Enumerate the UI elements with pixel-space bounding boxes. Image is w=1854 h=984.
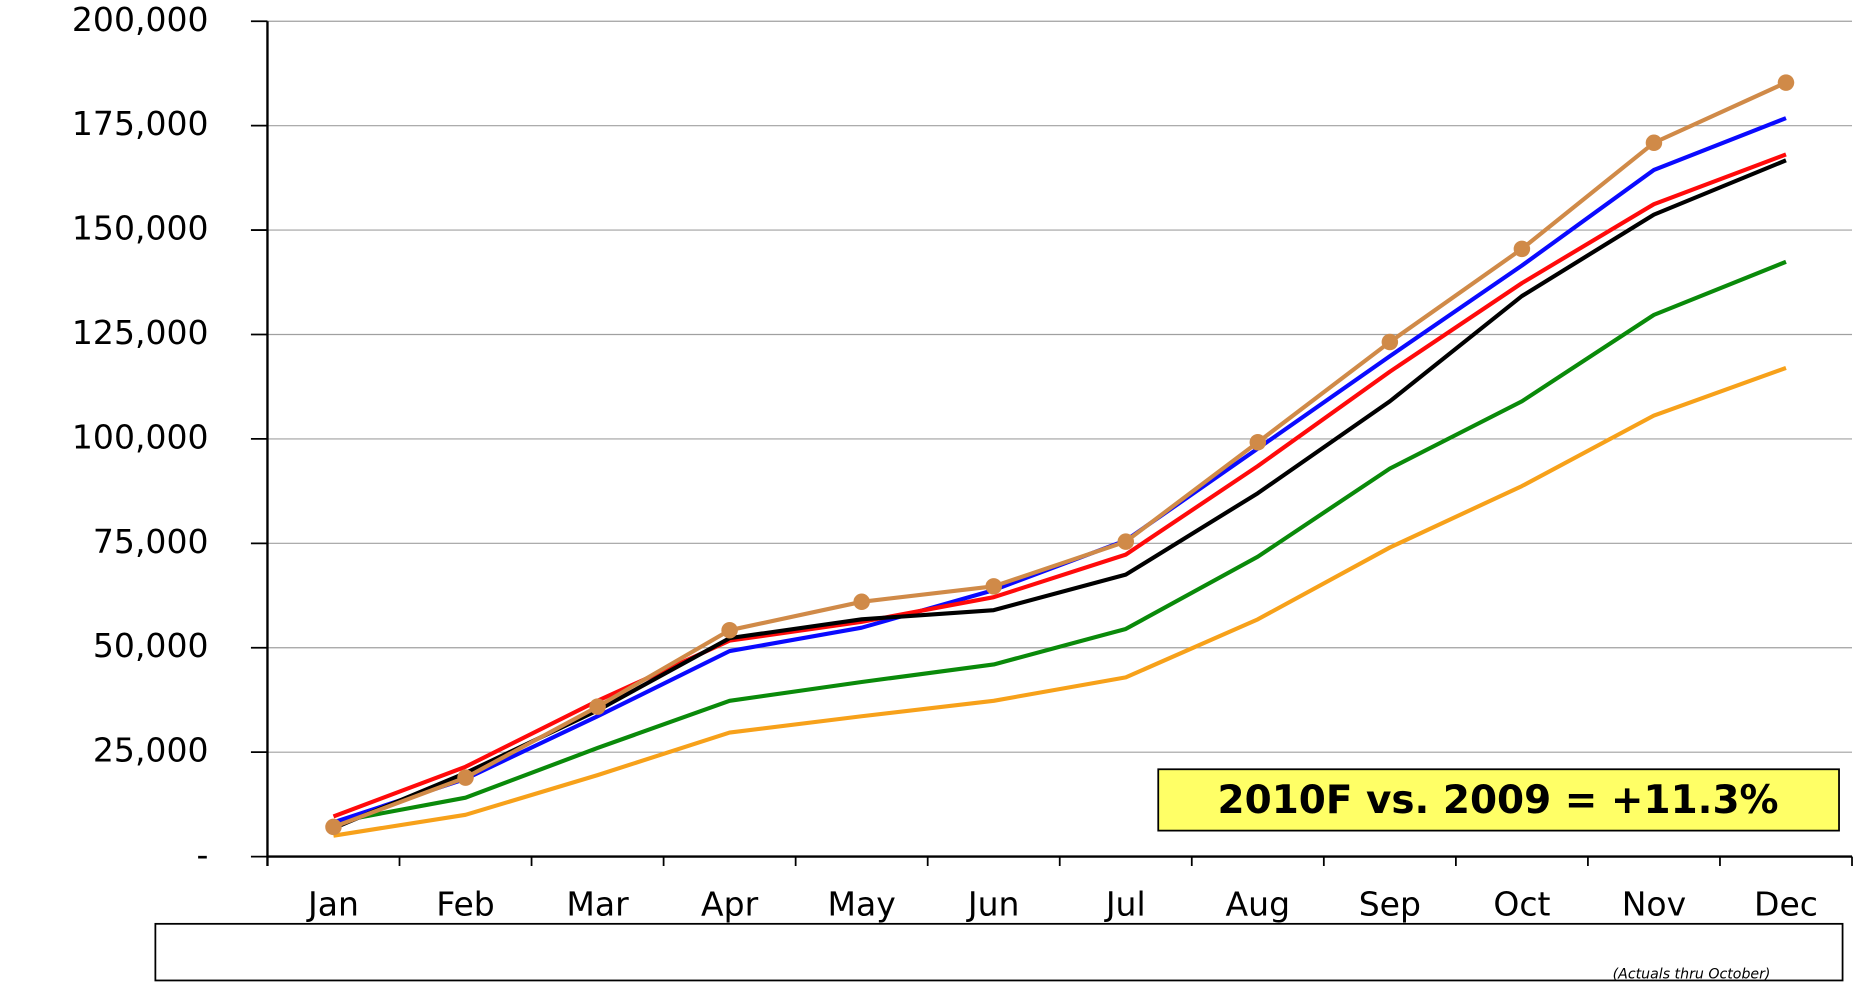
y-tick-label: - [197,835,209,874]
y-tick-label: 150,000 [72,209,209,248]
series-line [332,152,1787,819]
series-line [332,80,1787,829]
y-tick-label: 125,000 [72,313,209,352]
point [1777,74,1795,91]
x-tick-label: Oct [1493,885,1550,924]
legend-note: (Actuals thru October) [1613,967,1771,983]
point [853,593,870,611]
y-tick-label: 200,000 [72,0,209,39]
annotation: 2010F vs. 2009 = +11.3% [1218,778,1779,823]
x-tick-label: Mar [566,885,629,924]
x-tick-label: Nov [1622,885,1686,924]
point [721,621,738,639]
x-tick-label: Dec [1754,885,1818,924]
point [589,698,606,715]
point [1249,433,1267,451]
y-tick-label: 50,000 [93,626,209,665]
legend-box [154,922,1844,982]
x-tick-label: Sep [1359,885,1421,924]
point [1645,134,1663,152]
point [1381,333,1399,351]
point [1117,533,1135,550]
y-tick-label: 175,000 [72,104,209,143]
point [1513,240,1531,258]
series-line [332,158,1787,831]
x-tick-label: Feb [436,885,494,924]
x-tick-label: Apr [701,885,759,924]
y-tick-label: 25,000 [93,731,209,770]
point [457,769,474,786]
x-tick-label: Jan [306,885,359,924]
point [325,818,342,836]
x-tick-label: May [828,885,896,924]
point [985,578,1002,595]
series-line [333,365,1787,838]
x-tick-label: Jun [966,885,1020,924]
y-tick-label: 75,000 [93,522,209,561]
x-tick-label: Jul [1104,885,1146,924]
series-line [333,259,1787,825]
y-tick-label: 100,000 [72,417,209,456]
annotation-box [1157,768,1840,832]
series-line [332,116,1787,825]
x-tick-label: Aug [1226,885,1290,924]
